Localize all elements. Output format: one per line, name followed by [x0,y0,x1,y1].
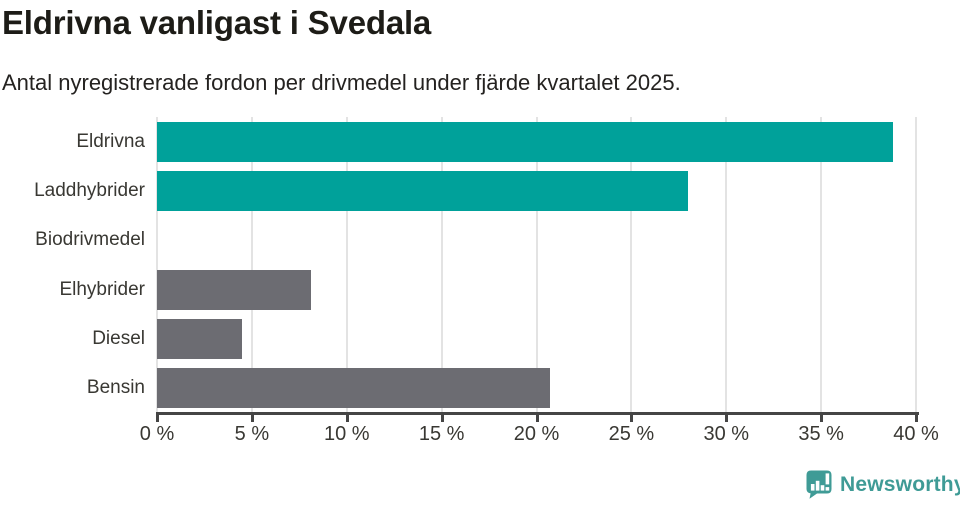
x-axis-tick-label: 5 % [234,423,270,445]
chart-subtitle: Antal nyregistrerade fordon per drivmede… [2,70,681,95]
gridline [345,117,348,413]
bar-laddhybrider [157,171,689,211]
x-axis-tick-label: 40 % [893,423,939,445]
newsworthy-speech-bubble-bar-chart-icon [806,470,832,499]
gridline [725,117,728,413]
bar-bensin [157,368,550,409]
x-axis-tick [725,412,729,422]
gridline [915,117,917,413]
x-axis-tick [345,412,349,422]
newsworthy-logo-text: Newsworthy [840,472,960,496]
y-axis-label: Elhybrider [59,278,145,300]
gridline [250,117,253,413]
bar-diesel [157,319,243,359]
gridline [630,117,633,413]
y-axis-labels: Eldrivna Laddhybrider Biodrivmedel Elhybrid… [0,117,145,413]
x-axis-tick-label: 25 % [608,423,655,445]
gridline [156,117,158,413]
x-axis-tick-label: 30 % [703,423,750,445]
x-axis-tick [440,412,444,422]
y-axis-label: Bensin [86,377,145,399]
x-axis-tick-label: 20 % [513,423,560,445]
chart-title: Eldrivna vanligast i Svedala [2,4,432,41]
x-axis-tick-labels: 0 % 5 % 10 % 15 % 20 % 25 % 30 % 35 % 40 % [140,423,939,449]
x-axis-tick-label: 35 % [798,423,844,445]
gridline [440,117,443,413]
y-axis-label: Laddhybrider [34,180,145,201]
y-axis-label: Eldrivna [76,130,145,152]
x-axis-tick [535,412,539,422]
x-axis-tick-label: 10 % [323,423,370,445]
y-axis-label: Diesel [92,328,145,349]
x-axis-tick [156,412,159,422]
plot-area [156,117,917,413]
bar-eldrivna [157,121,894,162]
y-axis-label: Biodrivmedel [35,229,145,251]
bar-elhybrider [157,269,311,310]
x-axis-tick-label: 15 % [418,423,465,445]
newsworthy-logo: Newsworthy [806,470,960,499]
x-axis-tick [820,412,824,422]
gridline [535,117,538,413]
x-axis-tick [250,412,254,422]
x-axis-ticks [156,412,918,423]
gridline [820,117,823,413]
x-axis-tick [630,412,634,422]
x-axis-tick [915,412,918,422]
x-axis-tick-label: 0 % [139,423,175,445]
